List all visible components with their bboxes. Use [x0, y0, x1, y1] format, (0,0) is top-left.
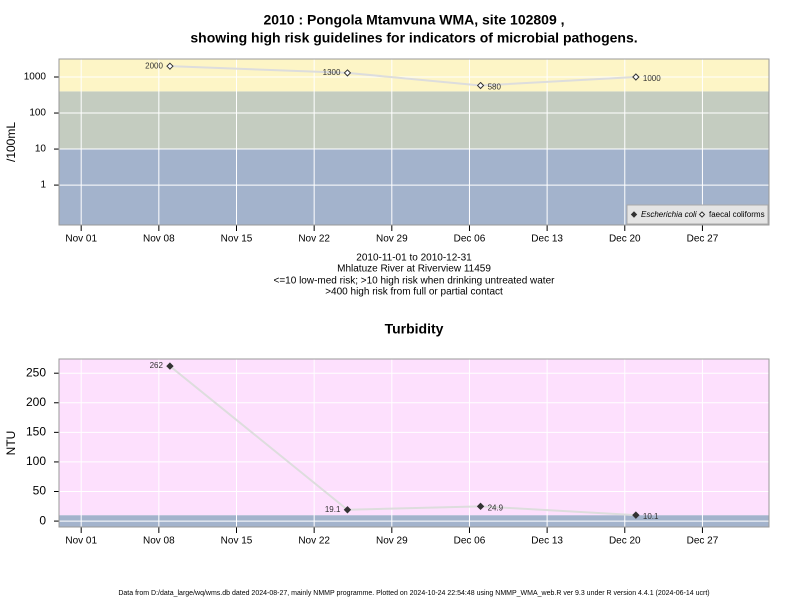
- data-point: [632, 511, 640, 519]
- y-tick-label: 150: [26, 425, 46, 439]
- risk-band: [59, 59, 769, 92]
- y-tick-label: 250: [26, 365, 46, 379]
- legend-box: [626, 204, 769, 225]
- y-tick-label: 100: [29, 108, 46, 119]
- x-tick-label: Dec 20: [609, 234, 641, 245]
- risk-band: [59, 359, 769, 516]
- x-tick-label: Nov 22: [298, 234, 330, 245]
- x-tick-label: Dec 06: [454, 536, 486, 547]
- x-tick-label: Nov 29: [376, 536, 408, 547]
- plot-frame: [58, 58, 770, 226]
- x-tick-label: Nov 08: [143, 234, 175, 245]
- x-tick-label: Dec 20: [609, 536, 641, 547]
- data-label: 1000: [643, 74, 661, 83]
- footer: Data from D:/data_large/wq/wms.db dated …: [118, 590, 709, 597]
- data-label: 2000: [145, 61, 163, 70]
- y-tick-label: 100: [26, 454, 46, 468]
- y-tick-label: 50: [33, 484, 47, 498]
- legend-label: faecal coliforms: [709, 210, 765, 219]
- x-tick-label: Nov 08: [143, 536, 175, 547]
- data-line: [169, 365, 636, 517]
- data-label: 580: [488, 83, 502, 92]
- note: Mhlatuze River at Riverview 11459: [337, 264, 491, 275]
- data-label: 262: [150, 361, 164, 370]
- x-tick-label: Nov 22: [298, 536, 330, 547]
- x-tick-label: Nov 15: [221, 536, 253, 547]
- data-label: 10.1: [643, 512, 659, 521]
- y-tick-label: 200: [26, 395, 46, 409]
- y-axis-label: NTU: [4, 431, 18, 456]
- data-point: [166, 62, 174, 70]
- y-tick-label: 1: [40, 180, 46, 191]
- y-tick-label: 10: [35, 144, 47, 155]
- x-tick-label: Dec 06: [454, 234, 486, 245]
- data-label: 1300: [323, 68, 341, 77]
- data-point: [632, 73, 640, 81]
- x-tick-label: Dec 13: [531, 536, 563, 547]
- y-tick-label: 1000: [24, 72, 47, 83]
- note: <=10 low-med risk; >10 high risk when dr…: [274, 276, 556, 287]
- x-tick-label: Dec 13: [531, 234, 563, 245]
- chart-title: Turbidity: [385, 321, 444, 337]
- data-point: [343, 506, 352, 514]
- legend-label: Escherichia coli: [641, 210, 697, 219]
- x-tick-label: Nov 01: [65, 536, 97, 547]
- legend-marker: [698, 211, 706, 218]
- note: 2010-11-01 to 2010-12-31: [356, 253, 472, 264]
- data-label: 19.1: [325, 505, 341, 514]
- data-label: 24.9: [488, 503, 504, 512]
- x-tick-label: Dec 27: [687, 536, 719, 547]
- data-point: [343, 69, 352, 77]
- chart-title: 2010 : Pongola Mtamvuna WMA, site 102809…: [263, 12, 564, 28]
- y-axis-label: /100mL: [4, 122, 18, 162]
- x-tick-label: Nov 29: [376, 234, 408, 245]
- chart-title: showing high risk guidelines for indicat…: [190, 30, 637, 46]
- plot-frame: [58, 358, 770, 528]
- risk-band: [59, 91, 769, 150]
- x-tick-label: Nov 01: [65, 234, 97, 245]
- data-line: [169, 65, 636, 87]
- x-tick-label: Dec 27: [687, 234, 719, 245]
- legend-marker: [630, 211, 638, 218]
- data-point: [476, 502, 485, 511]
- data-point: [166, 362, 174, 370]
- note: >400 high risk from full or partial cont…: [325, 287, 503, 298]
- x-tick-label: Nov 15: [221, 234, 253, 245]
- data-point: [476, 81, 485, 90]
- y-tick-label: 0: [39, 513, 46, 527]
